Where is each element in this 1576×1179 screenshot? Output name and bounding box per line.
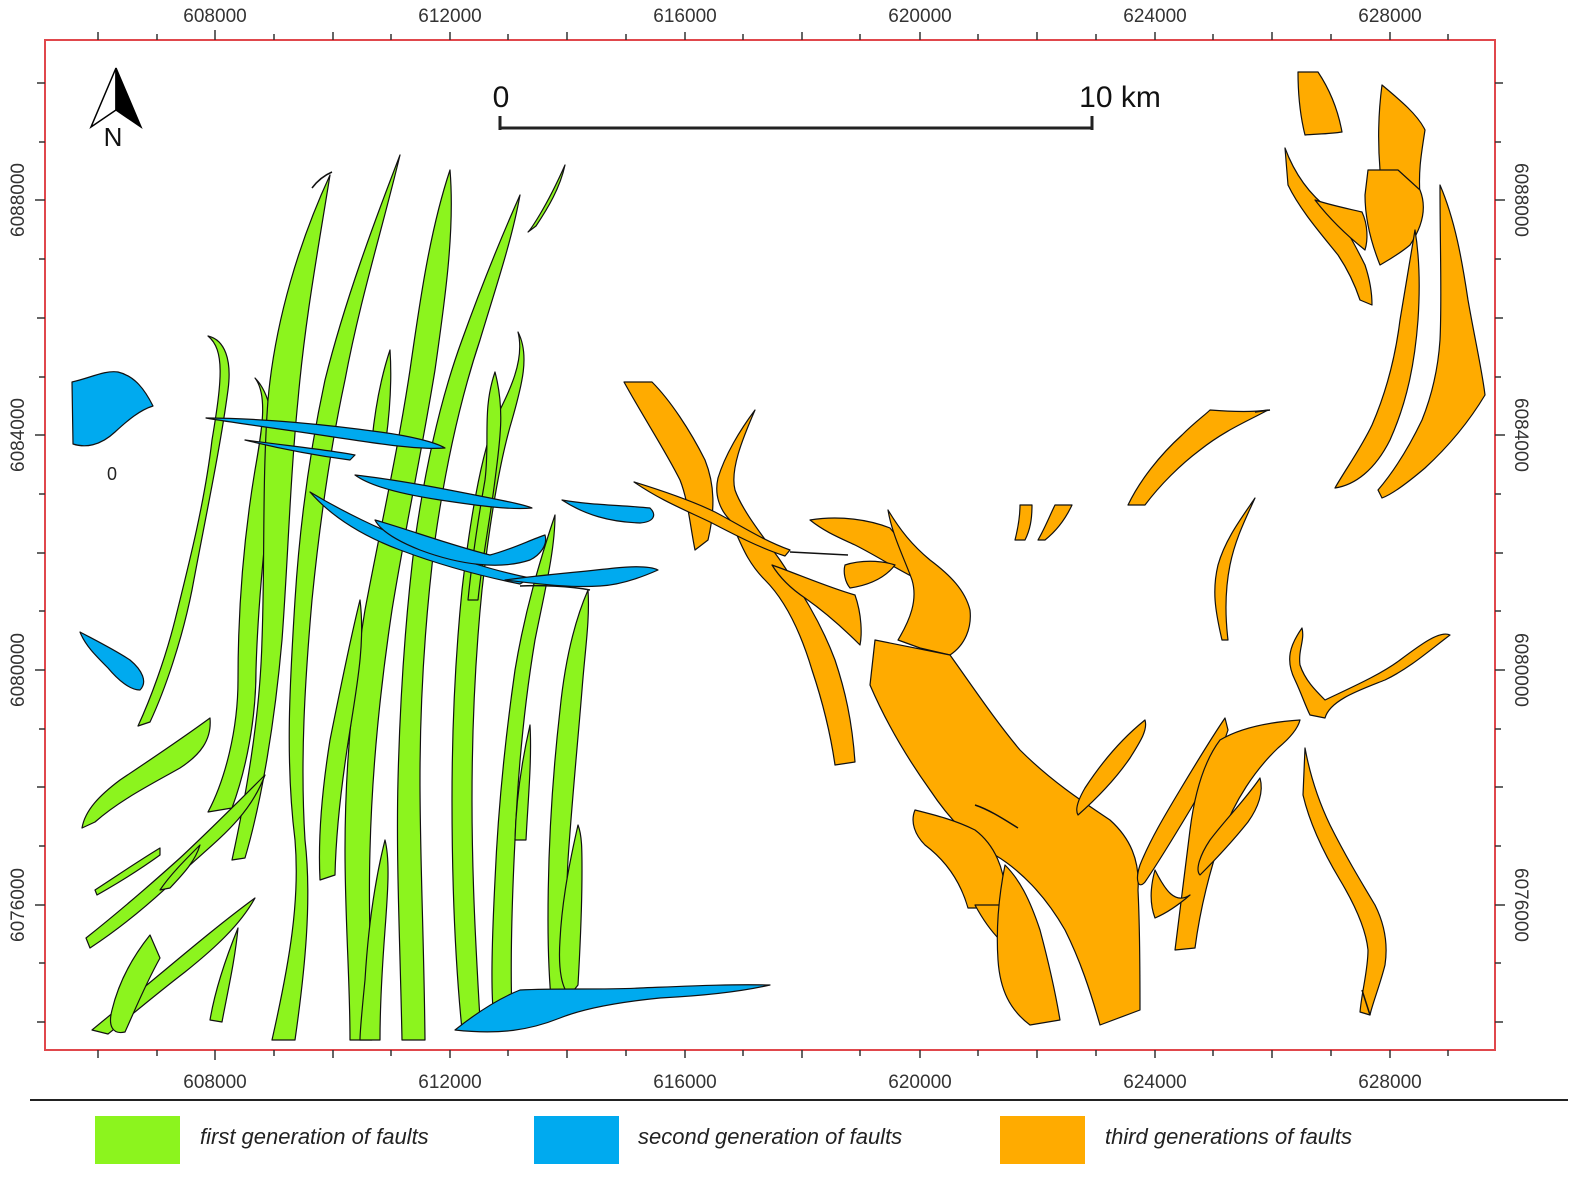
fault-polygon (1197, 777, 1262, 876)
fault-polygon (1334, 229, 1420, 489)
fault-polygon (843, 560, 896, 589)
fault-polygon (887, 509, 971, 656)
first-generation-faults (81, 154, 590, 1041)
fault-polygon (527, 164, 566, 233)
fault-polygon (1314, 199, 1368, 251)
fault-polygon (137, 335, 230, 727)
scale-end-label: 10 km (1079, 81, 1161, 114)
fault-polygon (1289, 627, 1451, 719)
legend-label-third: third generations of faults (1105, 1124, 1353, 1149)
fault-polygon (81, 717, 211, 829)
fault-polygon (159, 844, 201, 891)
legend-swatch-first (95, 1116, 180, 1164)
fault-polygon (1014, 504, 1033, 541)
x-tick-label-top: 612000 (418, 6, 481, 27)
legend-divider (30, 1099, 1568, 1101)
fault-polygon (1364, 169, 1424, 266)
fault-polygon (79, 631, 145, 691)
x-tick-label-top: 628000 (1358, 6, 1421, 27)
fault-polygon (771, 564, 862, 646)
y-tick-label-left: 6084000 (8, 398, 29, 472)
legend-swatch-third (1000, 1116, 1085, 1164)
legend-label-first: first generation of faults (200, 1124, 429, 1149)
fault-polygon (354, 474, 533, 510)
y-tick-label-left: 6076000 (8, 868, 29, 942)
x-tick-label-top: 620000 (888, 6, 951, 27)
fault-polygon (1076, 719, 1147, 816)
fault-polygon (359, 839, 389, 1041)
fault-polygon (1174, 719, 1301, 951)
fault-polygon (71, 371, 154, 447)
fault-polygon (1037, 504, 1073, 541)
scale-bar (498, 116, 1094, 130)
fault-polygon (1214, 497, 1256, 641)
fault-polygon (1377, 184, 1486, 499)
y-tick-label-left: 6088000 (8, 163, 29, 237)
x-tick-label-bottom: 624000 (1123, 1072, 1186, 1093)
fault-polygon (633, 481, 791, 557)
x-tick-label-top: 616000 (653, 6, 716, 27)
y-tick-label-left: 6080000 (8, 633, 29, 707)
fault-polygon (467, 371, 502, 601)
y-tick-label-right: 6088000 (1510, 163, 1531, 237)
y-tick-label-right: 6076000 (1510, 868, 1531, 942)
scale-start-label: 0 (493, 81, 510, 114)
north-label: N (104, 122, 123, 152)
polygon-label: 0 (107, 464, 117, 484)
fault-polygon (271, 154, 401, 1041)
fault-polygon (244, 439, 356, 461)
top-axis-ticks (97, 30, 1449, 40)
bottom-axis-ticks (97, 1050, 1449, 1060)
y-tick-label-right: 6084000 (1510, 398, 1531, 472)
fault-polygon (209, 927, 239, 1023)
x-tick-label-top: 608000 (183, 6, 246, 27)
fault-polygon (561, 499, 655, 524)
fault-lines (311, 171, 1371, 1016)
x-tick-label-bottom: 616000 (653, 1072, 716, 1093)
fault-polygon (1302, 747, 1387, 1016)
fault-polygon (231, 174, 331, 861)
fault-polygon (514, 724, 532, 841)
fault-polygon (94, 847, 161, 896)
fault-polygon (1297, 71, 1343, 136)
fault-polygon (374, 519, 547, 566)
fault-polygon (318, 599, 363, 881)
legend-swatch-second (534, 1116, 619, 1164)
x-tick-label-bottom: 620000 (888, 1072, 951, 1093)
fault-polygon (716, 409, 856, 766)
fault-polygon (205, 417, 446, 449)
fault-polygon (1378, 84, 1426, 196)
fault-polygon (869, 639, 1141, 1026)
fault-polygon (85, 774, 266, 949)
x-tick-label-bottom: 612000 (418, 1072, 481, 1093)
second-generation-faults (71, 371, 771, 1033)
fault-polygon (1150, 869, 1191, 919)
third-generation-faults (623, 71, 1486, 1026)
fault-polygon (996, 864, 1061, 1026)
north-arrow-icon (89, 67, 143, 130)
fault-polygon (504, 566, 659, 588)
fault-polygon (109, 934, 161, 1034)
y-tick-label-right: 6080000 (1510, 633, 1531, 707)
x-tick-label-bottom: 628000 (1358, 1072, 1421, 1093)
x-tick-label-bottom: 608000 (183, 1072, 246, 1093)
legend-label-second: second generation of faults (638, 1124, 903, 1149)
fault-polygon (454, 984, 771, 1033)
fault-polygon (396, 194, 521, 1041)
left-axis-ticks (35, 82, 45, 1023)
right-axis-ticks (1495, 82, 1505, 1023)
x-tick-label-top: 624000 (1123, 6, 1186, 27)
